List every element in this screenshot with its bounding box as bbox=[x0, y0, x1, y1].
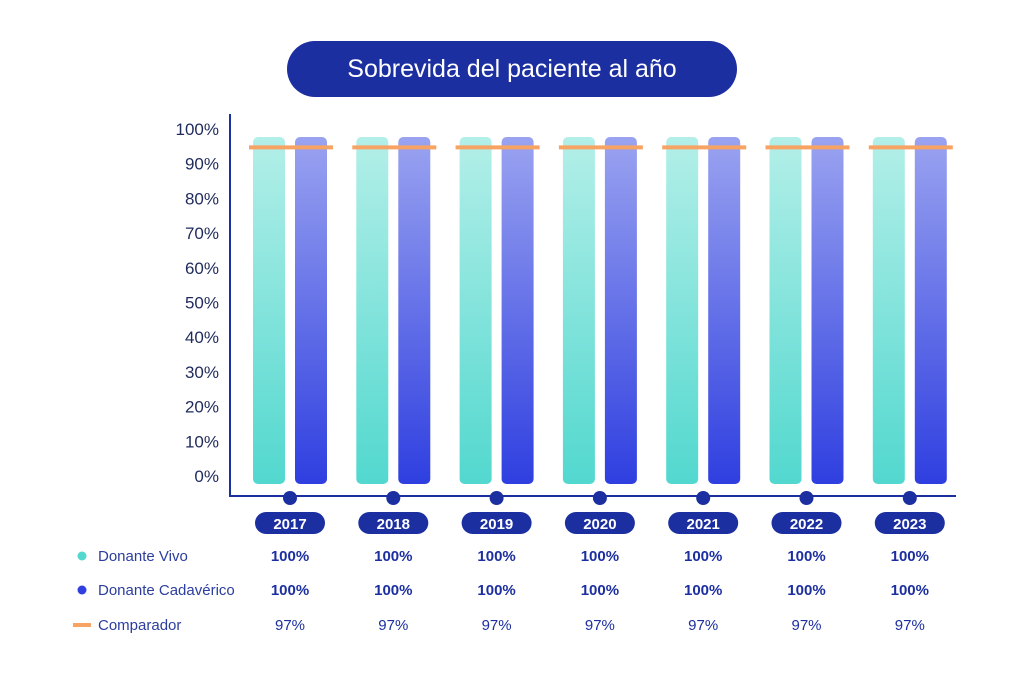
bar-donante-cadaverico bbox=[501, 137, 534, 484]
bar-donante-vivo bbox=[459, 137, 492, 484]
year-label: 2022 bbox=[790, 516, 823, 533]
year-marker bbox=[489, 491, 504, 505]
table-value: 100% bbox=[891, 548, 929, 565]
table-value: 97% bbox=[482, 617, 512, 634]
table-value: 100% bbox=[581, 548, 619, 565]
y-tick-label: 60% bbox=[185, 259, 219, 278]
year-pill bbox=[461, 512, 532, 534]
table-value: 97% bbox=[378, 617, 408, 634]
table-value: 97% bbox=[585, 617, 615, 634]
table-value: 100% bbox=[374, 548, 412, 565]
year-marker bbox=[696, 491, 711, 505]
legend-label: Comparador bbox=[98, 617, 181, 634]
table-value: 100% bbox=[271, 548, 309, 565]
table-value: 100% bbox=[581, 582, 619, 599]
year-pill bbox=[771, 512, 842, 534]
legend-marker-cadaverico bbox=[77, 585, 87, 595]
chart-title: Sobrevida del paciente al año bbox=[287, 41, 737, 97]
year-pill bbox=[668, 512, 739, 534]
legend-label: Donante Vivo bbox=[98, 548, 188, 565]
legend-marker-vivo bbox=[77, 551, 87, 561]
bar-donante-vivo bbox=[253, 137, 285, 484]
year-marker bbox=[283, 491, 297, 505]
y-axis: 0% 10% 20% 30% 40% 50% 60% 70% 80% 90% 100% bbox=[176, 120, 219, 486]
bar-donante-vivo bbox=[769, 137, 802, 484]
table-value: 97% bbox=[275, 617, 305, 634]
table-value: 100% bbox=[684, 582, 722, 599]
table-value: 100% bbox=[684, 548, 722, 565]
bar-donante-cadaverico bbox=[604, 137, 637, 484]
y-tick-label: 10% bbox=[185, 432, 219, 451]
year-labels: 2017 2018 2019 2020 2021 2022 2023 bbox=[255, 491, 945, 534]
bar-donante-vivo bbox=[666, 137, 699, 484]
year-label: 2021 bbox=[687, 516, 720, 533]
table-value: 100% bbox=[271, 582, 309, 599]
x-axis bbox=[229, 114, 956, 497]
legend-label: Donante Cadavérico bbox=[98, 582, 235, 599]
year-marker bbox=[902, 491, 917, 505]
table-value: 97% bbox=[895, 617, 925, 634]
year-pill bbox=[255, 512, 325, 534]
table-value: 97% bbox=[688, 617, 718, 634]
table-value: 100% bbox=[374, 582, 412, 599]
year-label: 2018 bbox=[377, 516, 410, 533]
bar-donante-cadaverico bbox=[295, 137, 327, 484]
year-marker bbox=[592, 491, 607, 505]
bar-donante-vivo bbox=[562, 137, 595, 484]
bar-donante-cadaverico bbox=[708, 137, 741, 484]
y-tick-label: 20% bbox=[185, 398, 219, 417]
year-pill bbox=[358, 512, 429, 534]
y-tick-label: 50% bbox=[185, 294, 219, 313]
table-value: 100% bbox=[477, 548, 515, 565]
year-pill bbox=[564, 512, 635, 534]
table-value: 100% bbox=[787, 548, 825, 565]
y-tick-label: 90% bbox=[185, 155, 219, 174]
bar-donante-cadaverico bbox=[811, 137, 844, 484]
year-pill bbox=[874, 512, 945, 534]
value-table: Donante Vivo 100% 100% 100% 100% 100% 100% 100%… bbox=[73, 548, 929, 634]
year-marker bbox=[799, 491, 814, 505]
table-value: 97% bbox=[791, 617, 821, 634]
year-label: 2023 bbox=[893, 516, 926, 533]
y-tick-label: 80% bbox=[185, 189, 219, 208]
bar-donante-vivo bbox=[356, 137, 389, 484]
year-marker bbox=[386, 491, 401, 505]
y-tick-label: 0% bbox=[194, 467, 219, 486]
year-label: 2017 bbox=[273, 516, 306, 533]
y-tick-label: 70% bbox=[185, 224, 219, 243]
y-tick-label: 30% bbox=[185, 363, 219, 382]
y-tick-label: 40% bbox=[185, 328, 219, 347]
bar-donante-cadaverico bbox=[398, 137, 431, 484]
bars bbox=[253, 137, 947, 484]
y-tick-label: 100% bbox=[176, 120, 219, 139]
year-label: 2019 bbox=[480, 516, 513, 533]
year-label: 2020 bbox=[583, 516, 616, 533]
table-value: 100% bbox=[891, 582, 929, 599]
table-value: 100% bbox=[787, 582, 825, 599]
table-value: 100% bbox=[477, 582, 515, 599]
bar-donante-vivo bbox=[872, 137, 905, 484]
bar-donante-cadaverico bbox=[914, 137, 947, 484]
